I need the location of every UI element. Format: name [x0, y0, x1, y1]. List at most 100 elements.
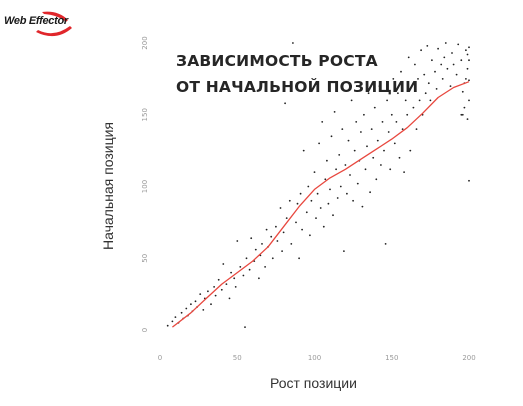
scatter-point	[242, 274, 245, 277]
scatter-point	[364, 168, 367, 171]
scatter-point	[335, 168, 337, 171]
scatter-point	[343, 250, 345, 253]
scatter-point	[236, 240, 239, 242]
scatter-point	[346, 192, 348, 195]
scatter-point	[290, 243, 293, 245]
scatter-point	[228, 297, 231, 300]
scatter-point	[403, 171, 405, 174]
scatter-point	[461, 113, 464, 116]
scatter-point	[465, 78, 467, 80]
scatter-point	[275, 225, 277, 228]
scatter-point	[245, 257, 248, 260]
scatter-point	[250, 237, 253, 240]
scatter-point	[409, 149, 412, 152]
scatter-point	[315, 217, 317, 220]
scatter-point	[230, 271, 233, 274]
scatter-point	[363, 113, 365, 116]
scatter-point	[460, 113, 463, 116]
scatter-point	[355, 121, 358, 123]
chart-title: ЗАВИСИМОСТЬ РОСТА ОТ НАЧАЛЬНОЙ ПОЗИЦИИ	[176, 48, 418, 100]
scatter-point	[185, 307, 188, 310]
scatter-point	[465, 49, 467, 52]
scatter-point	[383, 149, 385, 152]
scatter-point	[166, 324, 169, 327]
scatter-point	[282, 231, 285, 234]
logo-swoosh-icon	[36, 11, 72, 37]
y-tick-label: 200	[141, 36, 149, 49]
scatter-point	[443, 56, 446, 59]
scatter-point	[307, 185, 310, 188]
scatter-point	[381, 121, 384, 123]
scatter-point	[301, 228, 303, 231]
x-tick-label: 50	[233, 354, 242, 362]
scatter-point	[434, 70, 436, 73]
scatter-point	[258, 277, 260, 280]
scatter-point	[401, 128, 404, 131]
scatter-point	[369, 191, 371, 194]
scatter-point	[400, 70, 402, 73]
scatter-point	[398, 156, 401, 159]
scatter-point	[468, 59, 470, 62]
x-tick-label: 100	[308, 354, 321, 362]
y-tick-label: 100	[141, 180, 149, 193]
scatter-point	[446, 67, 449, 70]
scatter-point	[284, 102, 286, 105]
scatter-point	[180, 311, 183, 314]
x-tick-label: 150	[385, 354, 398, 362]
scatter-point	[210, 303, 212, 306]
scatter-point	[452, 63, 455, 66]
scatter-point	[466, 67, 469, 70]
scatter-point	[338, 154, 341, 156]
scatter-point	[415, 128, 418, 131]
scatter-point	[344, 164, 347, 166]
scatter-point	[313, 171, 316, 174]
scatter-point	[378, 85, 381, 87]
scatter-point	[466, 53, 469, 56]
scatter-point	[435, 88, 438, 90]
scatter-point	[222, 263, 225, 265]
scatter-point	[414, 63, 416, 66]
scatter-point	[353, 149, 356, 152]
x-tick-label: 200	[462, 354, 475, 362]
scatter-point	[288, 199, 291, 202]
scatter-point	[174, 316, 177, 318]
scatter-point	[316, 192, 319, 195]
scatter-point	[461, 90, 464, 93]
scatter-point	[444, 42, 447, 44]
scatter-point	[412, 106, 415, 109]
scatter-point	[347, 139, 350, 142]
scatter-point	[326, 159, 328, 162]
scatter-point	[350, 99, 353, 102]
scatter-point	[397, 92, 399, 95]
x-axis-label: Рост позиции	[270, 375, 357, 391]
scatter-point	[372, 156, 375, 159]
scatter-point	[234, 286, 237, 288]
scatter-point	[410, 85, 413, 87]
scatter-point	[324, 178, 327, 181]
scatter-point	[202, 309, 205, 311]
scatter-point	[424, 92, 427, 95]
scatter-point	[264, 266, 266, 268]
scatter-point	[318, 142, 320, 145]
scatter-point	[384, 243, 387, 245]
scatter-point	[390, 113, 393, 116]
scatter-point	[468, 179, 470, 182]
scatter-point	[194, 300, 197, 303]
scatter-point	[380, 164, 382, 166]
scatter-point	[373, 106, 376, 109]
scatter-point	[295, 221, 297, 224]
scatter-point	[298, 257, 300, 260]
scatter-point	[271, 257, 274, 260]
y-tick-label: 0	[141, 328, 149, 332]
trend-line	[172, 81, 470, 328]
scatter-point	[281, 250, 283, 253]
scatter-point	[360, 131, 362, 133]
scatter-point	[330, 135, 333, 138]
axes: 0 50 100 150 200 0 50 100 150 200	[141, 36, 476, 362]
scatter-point	[339, 185, 342, 188]
scatter-point	[276, 240, 279, 242]
x-tick-label: 0	[158, 354, 162, 362]
scatter-point	[254, 248, 257, 251]
scatter-points	[166, 42, 470, 328]
